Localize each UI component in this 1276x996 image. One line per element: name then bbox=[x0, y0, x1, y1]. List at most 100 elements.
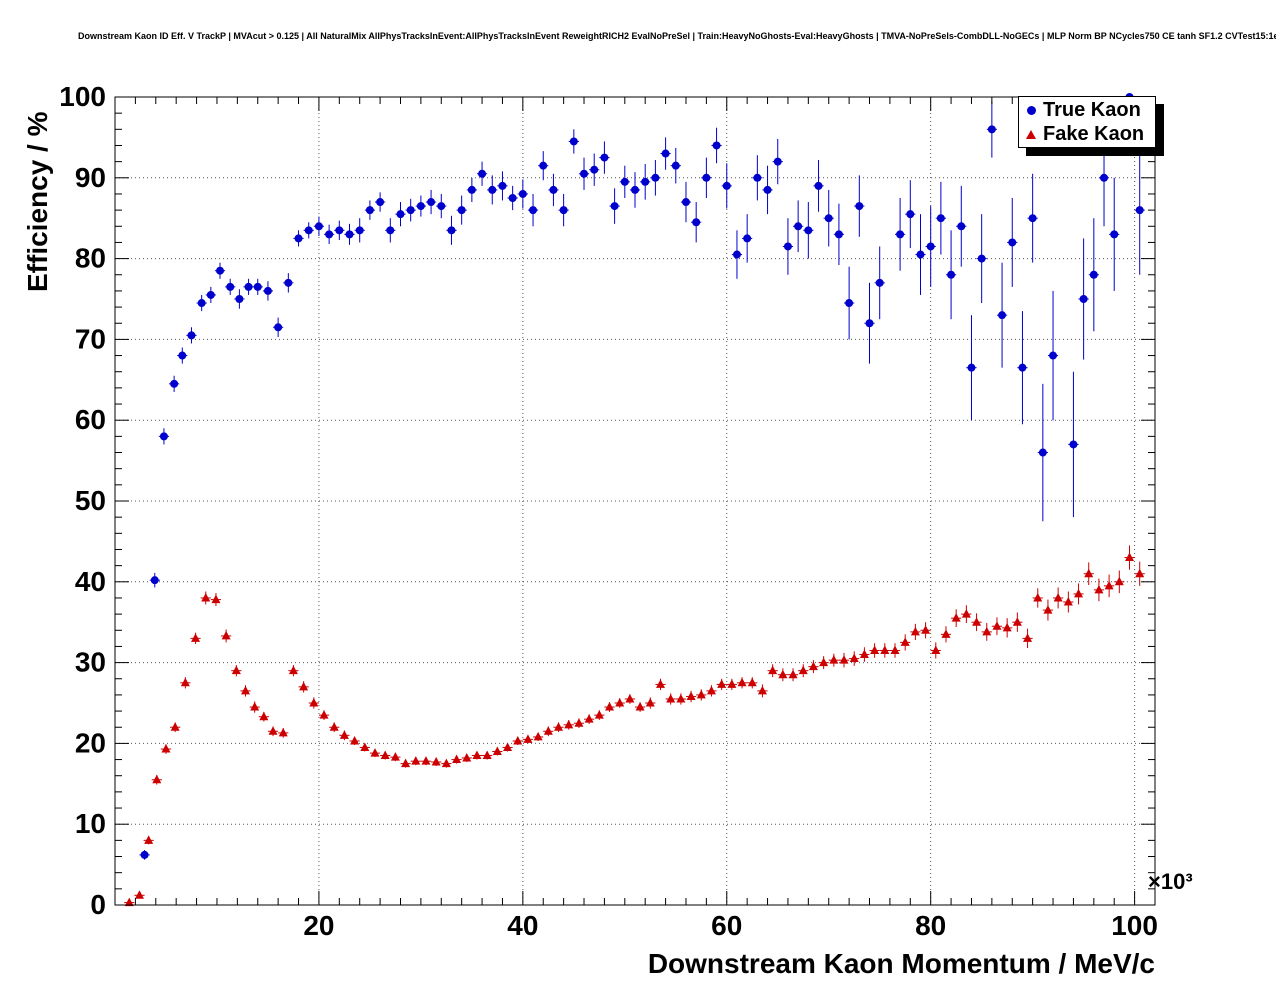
data-point bbox=[508, 194, 517, 202]
data-point bbox=[600, 153, 609, 162]
data-point bbox=[773, 157, 782, 166]
data-point bbox=[655, 679, 665, 688]
data-point bbox=[865, 319, 874, 328]
data-point bbox=[191, 633, 201, 642]
x-tick-label: 60 bbox=[711, 910, 742, 941]
data-point bbox=[206, 290, 215, 299]
data-point bbox=[977, 254, 986, 263]
data-point bbox=[855, 202, 864, 211]
data-point bbox=[329, 722, 339, 731]
data-point bbox=[144, 835, 154, 844]
legend-entry-true-kaon: True Kaon bbox=[1024, 98, 1155, 122]
data-point bbox=[569, 137, 578, 146]
data-point bbox=[216, 266, 225, 275]
data-point bbox=[1049, 351, 1058, 360]
true-kaon-marker-icon bbox=[1024, 105, 1038, 115]
data-point bbox=[235, 295, 244, 303]
data-point bbox=[187, 331, 196, 340]
data-point bbox=[926, 242, 935, 251]
data-point bbox=[539, 161, 548, 170]
data-point bbox=[411, 756, 421, 765]
data-point bbox=[1053, 592, 1063, 602]
data-point bbox=[737, 677, 747, 687]
data-point bbox=[998, 311, 1007, 320]
data-point bbox=[345, 230, 354, 239]
data-point bbox=[635, 702, 645, 711]
x-axis-exponent-label: ×10³ bbox=[1148, 869, 1193, 894]
data-point bbox=[1028, 214, 1037, 223]
data-point bbox=[829, 655, 839, 664]
data-point bbox=[339, 730, 349, 739]
y-tick-label: 30 bbox=[75, 647, 106, 678]
data-point bbox=[625, 693, 635, 703]
data-point bbox=[263, 286, 272, 295]
data-point bbox=[631, 185, 639, 194]
data-point bbox=[150, 576, 159, 585]
data-point bbox=[447, 226, 456, 235]
data-point bbox=[294, 234, 303, 243]
y-tick-label: 0 bbox=[90, 889, 106, 920]
data-point bbox=[722, 181, 731, 190]
data-point bbox=[335, 226, 344, 235]
data-point bbox=[753, 173, 762, 182]
data-point bbox=[686, 691, 696, 701]
data-point bbox=[380, 750, 390, 760]
data-point bbox=[961, 609, 971, 618]
data-point bbox=[1125, 552, 1135, 562]
data-point bbox=[666, 693, 676, 703]
y-tick-label: 80 bbox=[75, 243, 106, 274]
data-point bbox=[159, 432, 168, 441]
data-point bbox=[472, 750, 482, 760]
fake-kaon-marker-icon bbox=[1024, 129, 1038, 139]
data-point bbox=[288, 665, 298, 675]
data-point bbox=[992, 621, 1002, 630]
data-point bbox=[732, 250, 741, 259]
data-point bbox=[543, 726, 553, 735]
data-point bbox=[788, 669, 798, 679]
chart-title: Downstream Kaon ID Eff. V TrackP | MVAcu… bbox=[78, 31, 1276, 41]
data-point bbox=[1084, 568, 1094, 578]
data-point bbox=[870, 645, 880, 654]
series-fake-kaon bbox=[124, 545, 1145, 907]
data-point bbox=[1135, 568, 1145, 578]
y-tick-label: 70 bbox=[75, 323, 106, 354]
data-point bbox=[350, 735, 360, 745]
y-tick-label: 10 bbox=[75, 808, 106, 839]
data-point bbox=[641, 177, 650, 186]
data-point bbox=[747, 677, 757, 687]
y-tick-label: 60 bbox=[75, 404, 106, 435]
data-point bbox=[180, 677, 190, 687]
data-point bbox=[845, 299, 854, 308]
data-point bbox=[221, 630, 231, 640]
data-point bbox=[620, 177, 629, 186]
data-point bbox=[523, 734, 533, 743]
data-point bbox=[849, 653, 859, 663]
data-point bbox=[584, 714, 594, 723]
data-point bbox=[170, 722, 180, 731]
data-point bbox=[875, 278, 884, 287]
data-point bbox=[1104, 580, 1114, 590]
data-point bbox=[178, 351, 187, 360]
data-point bbox=[900, 637, 910, 646]
data-point bbox=[360, 742, 370, 751]
data-point bbox=[482, 750, 492, 760]
data-point bbox=[299, 681, 309, 691]
axis-ticks bbox=[114, 96, 1156, 906]
x-tick-label: 40 bbox=[507, 910, 538, 941]
x-tick-labels: 20 40 60 80 100 bbox=[303, 910, 1158, 941]
data-point bbox=[309, 698, 319, 707]
data-point bbox=[839, 655, 849, 664]
data-point bbox=[564, 719, 574, 729]
y-tick-label: 20 bbox=[75, 727, 106, 758]
data-point bbox=[314, 222, 323, 231]
data-point bbox=[370, 748, 380, 757]
data-point bbox=[406, 206, 415, 215]
legend-label-true-kaon: True Kaon bbox=[1043, 98, 1141, 121]
y-axis-title: Efficiency / % bbox=[22, 111, 53, 292]
y-tick-label: 100 bbox=[59, 81, 106, 112]
data-point bbox=[529, 206, 538, 215]
data-point bbox=[910, 626, 920, 636]
data-point bbox=[859, 649, 869, 659]
data-point bbox=[1079, 295, 1088, 303]
data-point bbox=[376, 198, 385, 207]
